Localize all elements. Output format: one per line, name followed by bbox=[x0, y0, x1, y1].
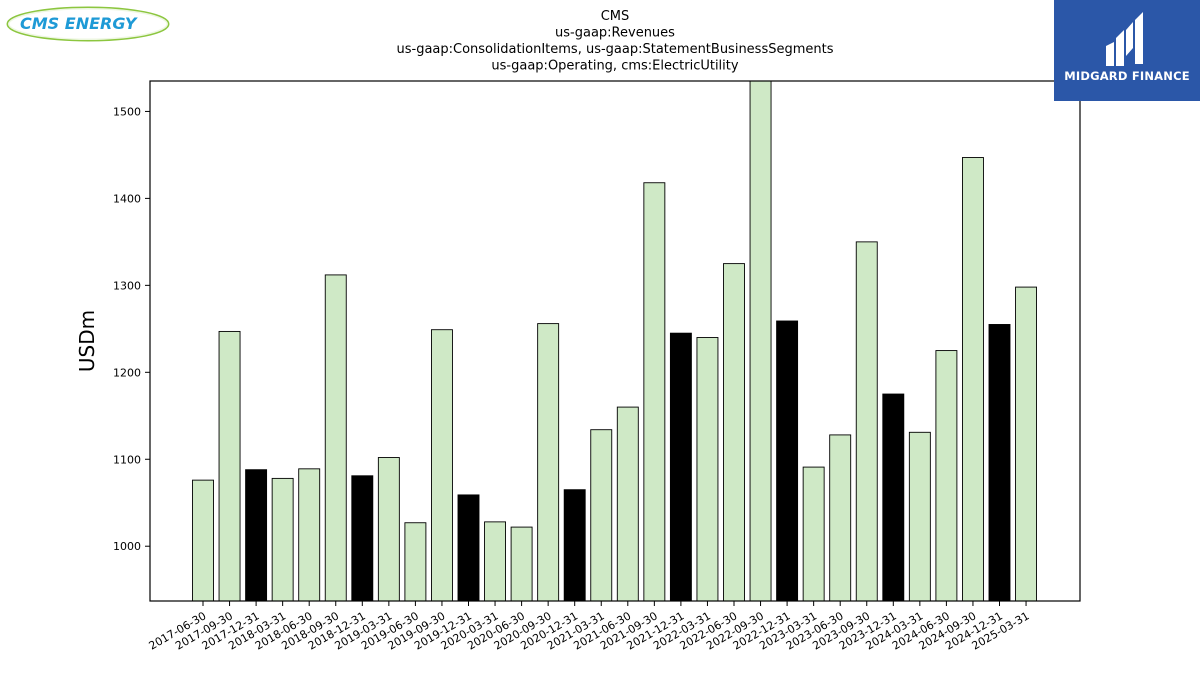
plot-frame bbox=[149, 80, 1081, 602]
y-tick-label: 1500 bbox=[113, 105, 141, 118]
midgard-finance-logo: MIDGARD FINANCE bbox=[1054, 0, 1200, 101]
y-tick-label: 1300 bbox=[113, 279, 141, 292]
bar bbox=[537, 323, 560, 602]
chart-title-line: CMS bbox=[601, 9, 630, 24]
y-tick-label: 1200 bbox=[113, 366, 141, 379]
bar-highlighted bbox=[563, 489, 586, 602]
bar bbox=[962, 157, 984, 602]
bar bbox=[855, 241, 878, 602]
midgard-finance-name: MIDGARD FINANCE bbox=[1064, 69, 1190, 83]
bar bbox=[377, 457, 400, 602]
bar bbox=[696, 337, 719, 602]
bar bbox=[431, 329, 453, 602]
bar bbox=[749, 80, 772, 602]
y-tick-label: 1000 bbox=[113, 540, 141, 553]
chart-title-line: us-gaap:Revenues bbox=[555, 26, 675, 41]
cms-energy-logo: CMS ENERGY bbox=[6, 4, 172, 44]
bar bbox=[298, 468, 321, 602]
y-axis: 1000 1100 1200 1300 1400 1500 bbox=[113, 105, 150, 553]
bar-highlighted bbox=[245, 469, 268, 602]
bar bbox=[484, 521, 506, 602]
bars bbox=[192, 80, 1037, 602]
bar bbox=[908, 431, 931, 602]
bar-highlighted bbox=[669, 332, 692, 602]
bar bbox=[590, 429, 613, 602]
bar bbox=[271, 477, 294, 602]
y-tick-label: 1400 bbox=[113, 192, 141, 205]
bar bbox=[192, 479, 214, 602]
y-tick-label: 1100 bbox=[113, 453, 141, 466]
chart-title-line: us-gaap:ConsolidationItems, us-gaap:Stat… bbox=[396, 42, 833, 57]
chart-title: CMS us-gaap:Revenuesus-gaap:Consolidation… bbox=[396, 9, 833, 74]
bar bbox=[935, 350, 958, 602]
bar bbox=[218, 330, 241, 602]
bar bbox=[616, 406, 639, 602]
chart-title-line: us-gaap:Operating, cms:ElectricUtility bbox=[491, 59, 738, 74]
bar bbox=[643, 182, 666, 602]
bar bbox=[404, 522, 427, 602]
bar bbox=[1015, 286, 1037, 602]
bar bbox=[510, 526, 533, 602]
bar-highlighted bbox=[988, 324, 1011, 602]
midgard-mark-icon bbox=[1106, 12, 1143, 66]
bar-highlighted bbox=[351, 475, 374, 602]
bar bbox=[723, 263, 745, 602]
x-axis: 2017-06-302017-09-302017-12-312018-03-31… bbox=[147, 601, 1032, 653]
cms-energy-swoosh-icon: CMS ENERGY bbox=[6, 6, 170, 42]
cms-energy-logo-text: CMS ENERGY bbox=[20, 14, 138, 33]
bar-highlighted bbox=[882, 393, 905, 602]
bar bbox=[829, 434, 852, 602]
bar-highlighted bbox=[776, 320, 799, 602]
bar-highlighted bbox=[457, 494, 480, 602]
y-axis-label: USDm bbox=[75, 310, 99, 372]
bar bbox=[802, 466, 825, 602]
bar bbox=[324, 274, 347, 602]
